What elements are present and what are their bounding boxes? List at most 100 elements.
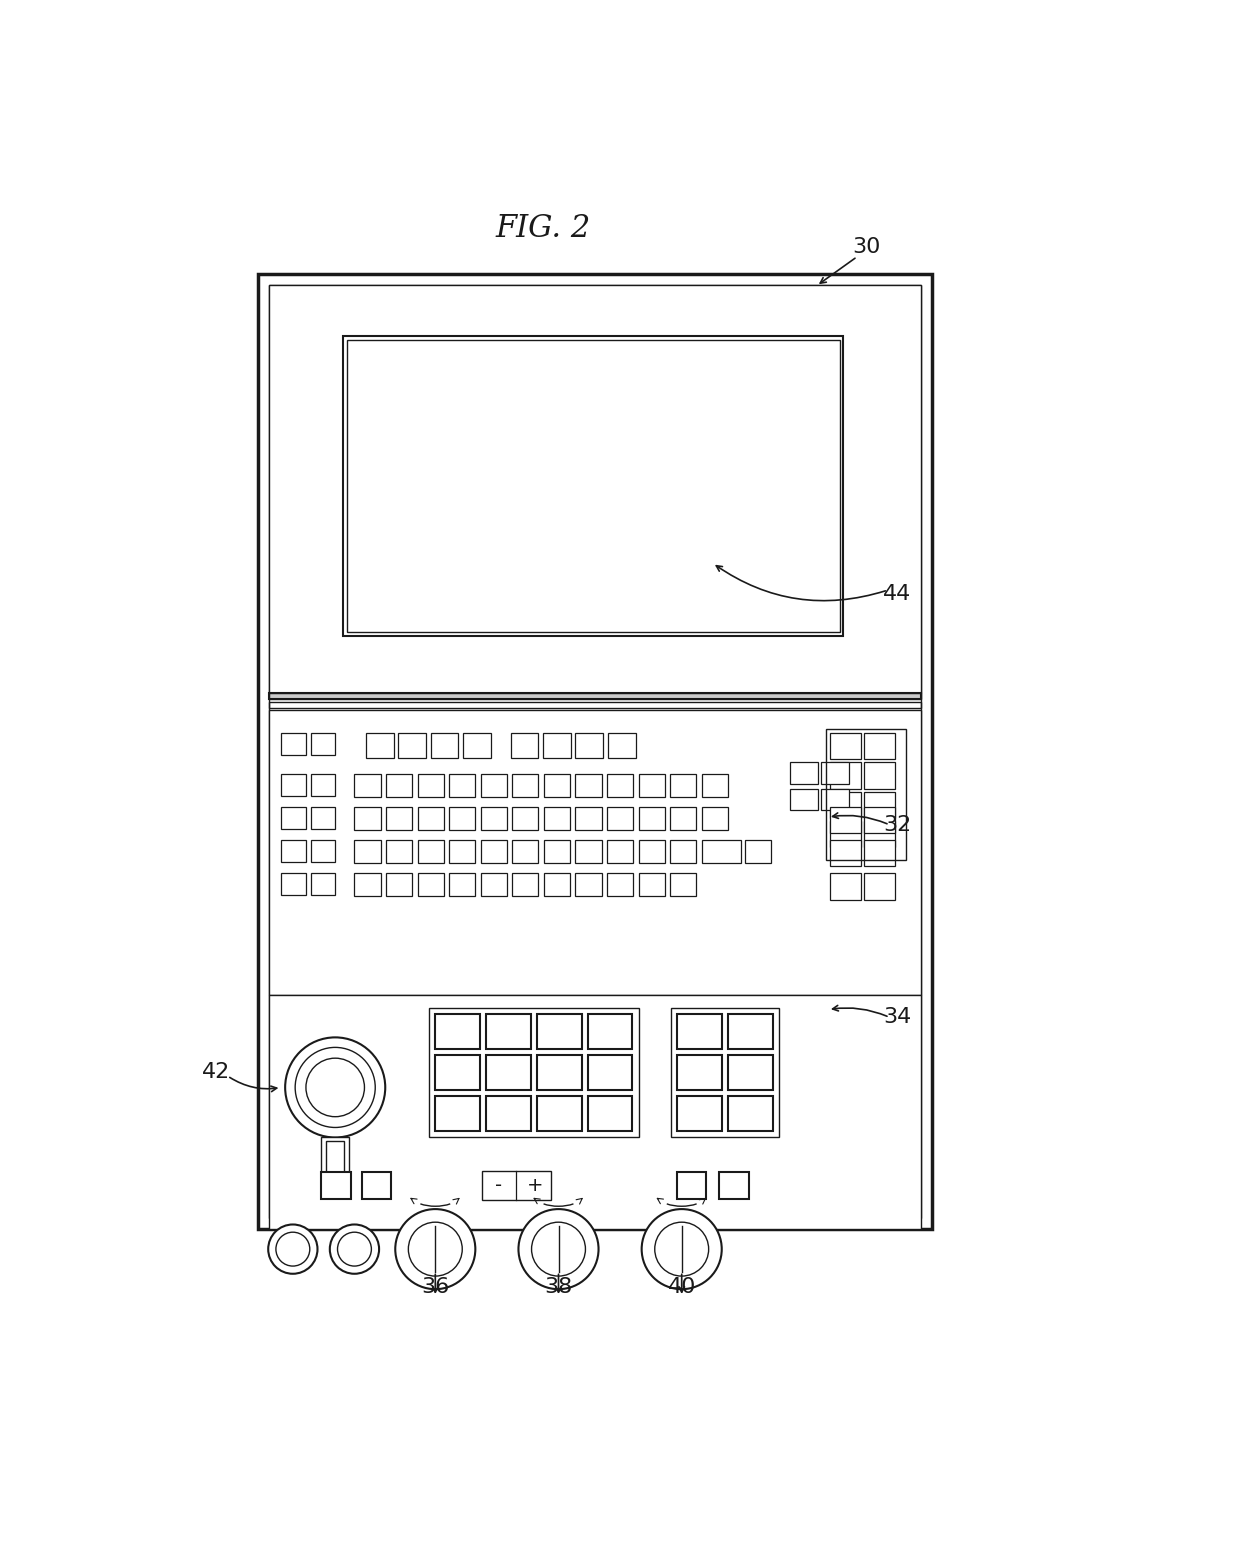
Bar [544, 807, 570, 830]
Bar [386, 873, 412, 896]
Text: 44: 44 [883, 584, 911, 604]
Bar [575, 841, 601, 864]
Bar [831, 841, 861, 867]
Bar [543, 734, 570, 759]
Circle shape [641, 1209, 722, 1289]
Bar [831, 791, 861, 817]
Circle shape [306, 1059, 365, 1116]
Bar [728, 1056, 773, 1090]
Bar [537, 1056, 582, 1090]
Bar [355, 807, 381, 830]
Text: FIG. 2: FIG. 2 [496, 212, 590, 243]
Bar [831, 873, 861, 899]
Bar [639, 841, 665, 864]
Bar [790, 763, 818, 783]
Bar [864, 841, 895, 867]
Bar [575, 774, 601, 797]
Bar [537, 1096, 582, 1130]
Bar [321, 1172, 351, 1200]
Bar [670, 807, 697, 830]
Bar [486, 1056, 531, 1090]
Bar [430, 734, 459, 759]
Bar [418, 873, 444, 896]
Bar [588, 1096, 632, 1130]
Circle shape [518, 1209, 599, 1289]
Text: 38: 38 [544, 1277, 573, 1297]
Bar [362, 1172, 392, 1200]
Bar [343, 336, 843, 636]
Bar [702, 807, 728, 830]
Bar [639, 873, 665, 896]
Bar [386, 774, 412, 797]
Bar [258, 274, 932, 1229]
Bar [831, 763, 861, 788]
Bar [512, 873, 538, 896]
Bar [677, 1096, 722, 1130]
Bar [269, 694, 921, 700]
Bar [575, 734, 603, 759]
Bar [281, 873, 306, 895]
Bar [677, 1014, 722, 1050]
Bar [481, 774, 507, 797]
Bar [544, 774, 570, 797]
Bar [449, 807, 475, 830]
Bar [281, 734, 306, 755]
Circle shape [295, 1048, 376, 1127]
Bar [429, 1008, 639, 1136]
Bar [449, 774, 475, 797]
Circle shape [655, 1223, 708, 1276]
Bar [386, 841, 412, 864]
Bar [864, 873, 895, 899]
Bar [435, 1056, 480, 1090]
Bar [719, 1172, 749, 1200]
Bar [355, 841, 381, 864]
Bar [310, 774, 335, 796]
Bar [269, 711, 921, 995]
Bar [864, 791, 895, 817]
Bar [418, 841, 444, 864]
Bar [366, 734, 394, 759]
Bar [537, 1014, 582, 1050]
Bar [671, 1008, 779, 1136]
Bar [864, 820, 895, 847]
Bar [281, 841, 306, 862]
Bar [677, 1056, 722, 1090]
Bar [608, 841, 634, 864]
Text: 32: 32 [883, 814, 911, 834]
Bar [435, 1096, 480, 1130]
Bar [702, 774, 728, 797]
Circle shape [396, 1209, 475, 1289]
Bar [269, 995, 921, 1229]
Bar [608, 807, 634, 830]
Bar [269, 285, 921, 1218]
Circle shape [408, 1223, 463, 1276]
Bar [588, 1056, 632, 1090]
Bar [831, 734, 861, 760]
Bar [449, 841, 475, 864]
Circle shape [285, 1037, 386, 1138]
Bar [481, 1170, 551, 1200]
Bar [486, 1014, 531, 1050]
Text: 42: 42 [202, 1062, 229, 1082]
Bar [310, 734, 335, 755]
Bar [821, 788, 849, 810]
Bar [864, 763, 895, 788]
Bar [310, 841, 335, 862]
Text: +: + [527, 1176, 543, 1195]
Bar [355, 873, 381, 896]
Circle shape [268, 1224, 317, 1274]
Bar [512, 841, 538, 864]
Bar [321, 1138, 350, 1180]
Bar [281, 807, 306, 828]
Bar [826, 729, 905, 859]
Bar [512, 774, 538, 797]
Circle shape [330, 1224, 379, 1274]
Bar [639, 774, 665, 797]
Bar [449, 873, 475, 896]
Bar [310, 873, 335, 895]
Bar [831, 807, 861, 833]
Text: 34: 34 [883, 1008, 911, 1028]
Bar [386, 807, 412, 830]
Bar [544, 873, 570, 896]
Bar [511, 734, 538, 759]
